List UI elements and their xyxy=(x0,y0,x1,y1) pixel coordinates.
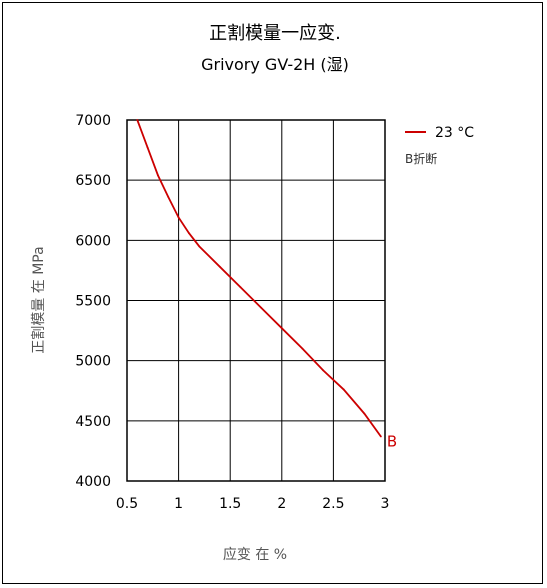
data-point xyxy=(322,369,324,372)
y-tick-label: 7000 xyxy=(75,113,111,129)
data-point xyxy=(188,232,190,235)
y-tick-label: 4500 xyxy=(75,414,111,430)
data-point xyxy=(342,388,345,391)
chart-subtitle: Grivory GV-2H (湿) xyxy=(201,55,349,74)
x-tick-label: 1.5 xyxy=(219,496,241,512)
y-tick-label: 6500 xyxy=(75,173,111,189)
data-point xyxy=(136,119,139,121)
data-point xyxy=(280,327,283,330)
data-point xyxy=(363,412,366,415)
chart-frame: 正割模量一应变. Grivory GV-2H (湿) 0.5 1 1.5 2 2.5 3 400… xyxy=(2,2,543,584)
y-tick-label: 5000 xyxy=(75,354,111,370)
y-tick-label: 5500 xyxy=(75,294,111,310)
y-tick-label: 4000 xyxy=(75,474,111,490)
plot-border xyxy=(126,119,386,482)
data-point xyxy=(301,347,304,350)
data-point xyxy=(198,245,201,248)
data-point xyxy=(218,265,221,268)
x-tick-label: 3 xyxy=(381,496,390,512)
data-point xyxy=(177,216,180,219)
x-tick-label: 2 xyxy=(277,496,286,512)
x-tick-label: 2.5 xyxy=(322,496,344,512)
data-point xyxy=(239,286,242,289)
x-tick-label: 0.5 xyxy=(116,496,138,512)
data-point xyxy=(260,306,263,309)
data-point xyxy=(157,174,159,177)
data-point xyxy=(167,196,170,198)
y-axis-label: 正割模量 在 MPa xyxy=(30,246,47,353)
legend-label: 23 °C xyxy=(435,125,474,141)
legend-note: B折断 xyxy=(405,151,437,166)
data-point xyxy=(146,146,149,149)
break-annotation: B xyxy=(387,432,397,450)
series-line xyxy=(136,119,382,438)
x-axis-label: 应变 在 % xyxy=(223,546,287,563)
y-tick-label: 6000 xyxy=(75,233,111,249)
x-tick-label: 1 xyxy=(174,496,183,512)
chart-title: 正割模量一应变. xyxy=(209,23,341,44)
chart-canvas: 正割模量一应变. Grivory GV-2H (湿) 0.5 1 1.5 2 2.5 3 400… xyxy=(30,23,474,563)
data-point xyxy=(379,435,382,438)
